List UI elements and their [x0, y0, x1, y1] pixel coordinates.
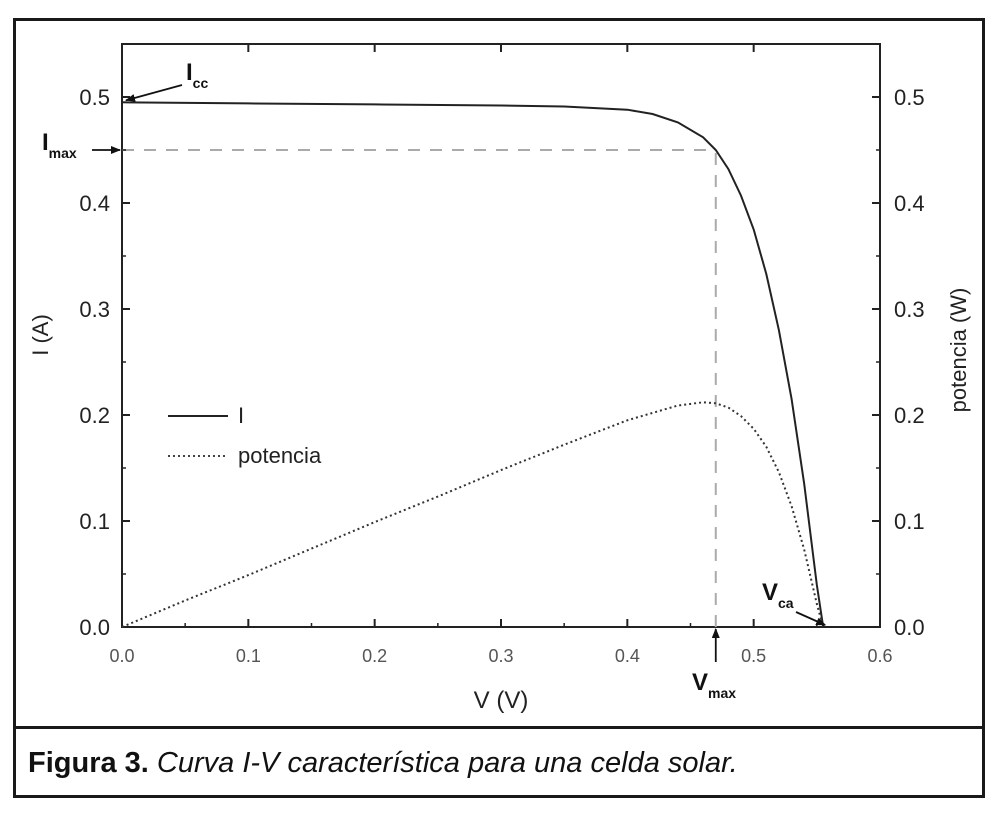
- y-axis-label: I (A): [28, 314, 53, 356]
- series-i-line: [121, 101, 825, 628]
- x-tick-label: 0.6: [867, 646, 892, 666]
- y-right-tick-label: 0.5: [894, 85, 925, 110]
- axis-ticks: 0.0 0.1 0.2 0.3 0.4 0.5 0.60.00.10.20.30.40.50…: [79, 43, 925, 666]
- annotation-vca-arrow: [795, 611, 827, 626]
- x-tick-label: 0.3: [488, 646, 513, 666]
- legend: I potencia: [168, 403, 322, 468]
- x-tick-label: 0.5: [741, 646, 766, 666]
- caption-box: Figura 3. Curva I-V característica para …: [13, 726, 985, 798]
- y-axis-right-label: potencia (W): [946, 288, 971, 413]
- legend-label-potencia: potencia: [238, 443, 322, 468]
- annotation-vca: Vca: [762, 579, 794, 611]
- reference-lines: [122, 149, 717, 627]
- annotation-icc: Icc: [186, 59, 208, 91]
- caption-lead: Figura 3.: [28, 747, 149, 779]
- x-tick-label: 0.4: [615, 646, 640, 666]
- y-tick-label: 0.2: [79, 403, 110, 428]
- y-tick-label: 0.4: [79, 191, 110, 216]
- x-tick-label: 0.1: [236, 646, 261, 666]
- y-tick-label: 0.3: [79, 297, 110, 322]
- y-right-tick-label: 0.0: [894, 615, 925, 640]
- iv-chart: 0.0 0.1 0.2 0.3 0.4 0.5 0.60.00.10.20.30.40.50…: [28, 43, 971, 714]
- annotations: Icc Imax Vmax Vca: [42, 59, 827, 701]
- annotation-vmax: Vmax: [692, 669, 736, 701]
- x-axis-label: V (V): [474, 687, 529, 714]
- caption-text: Curva I-V característica para una celda …: [156, 747, 738, 779]
- y-right-tick-label: 0.2: [894, 403, 925, 428]
- y-right-tick-label: 0.4: [894, 191, 925, 216]
- annotation-icc-arrow: [125, 84, 183, 102]
- y-tick-label: 0.0: [79, 615, 110, 640]
- y-tick-label: 0.1: [79, 509, 110, 534]
- x-tick-label: 0.2: [362, 646, 387, 666]
- y-tick-label: 0.5: [79, 85, 110, 110]
- x-tick-label: 0.0: [109, 646, 134, 666]
- series-potencia-line: [121, 401, 825, 628]
- y-right-tick-label: 0.1: [894, 509, 925, 534]
- legend-label-i: I: [238, 403, 244, 428]
- annotation-imax: Imax: [42, 129, 77, 161]
- series-group: [121, 101, 825, 628]
- figure-caption: Figura 3. Curva I-V característica para …: [28, 747, 738, 780]
- y-right-tick-label: 0.3: [894, 297, 925, 322]
- plot-area: [121, 43, 881, 628]
